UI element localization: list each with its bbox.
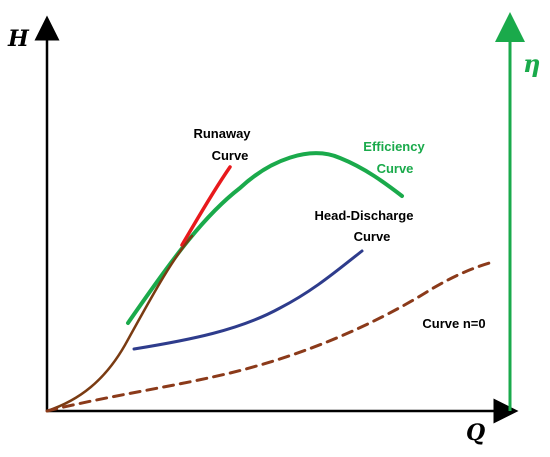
efficiency-curve-label-line2: Curve <box>377 161 414 176</box>
curve-n-zero <box>45 260 495 413</box>
efficiency-curve-label-line1: Efficiency <box>363 139 425 154</box>
h-axis-label: H <box>7 26 30 52</box>
eta-axis-label: η <box>523 49 540 78</box>
q-axis-label: Q <box>466 420 485 446</box>
head-discharge-curve <box>132 249 364 351</box>
runaway-curve <box>180 165 232 247</box>
curve-n-zero-label: Curve n=0 <box>422 316 485 331</box>
origin-runaway-curve <box>45 234 194 413</box>
head-discharge-label-line1: Head-Discharge <box>315 208 414 223</box>
head-discharge-label-line2: Curve <box>354 229 391 244</box>
runaway-curve-label-line2: Curve <box>212 148 249 163</box>
runaway-curve-label-line1: Runaway <box>193 126 251 141</box>
